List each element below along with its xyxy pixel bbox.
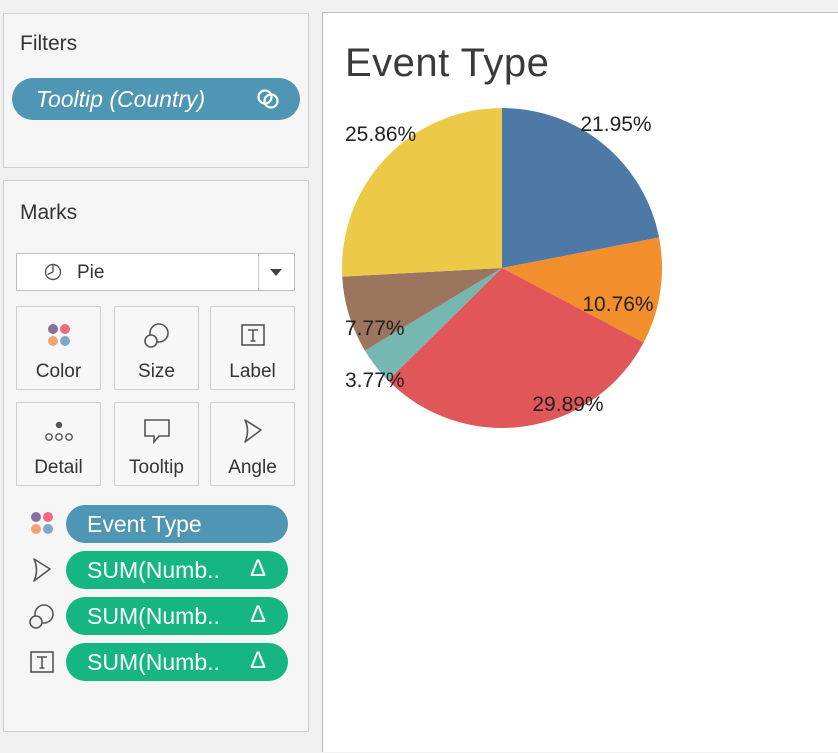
size-card[interactable]: Size [114,306,199,390]
slice-label: 29.89% [532,393,603,416]
view-title: Event Type [345,41,550,85]
sum-number-size-pill[interactable]: SUM(Numb.. Δ [66,597,288,635]
size-icon [29,604,54,629]
angle-icon [33,558,51,582]
mark-type-label: Pie [77,262,105,283]
tooltip-icon [143,419,170,445]
sum-number-label-pill[interactable]: SUM(Numb.. Δ [66,643,288,681]
event-type-pill[interactable]: Event Type [66,505,288,543]
angle-card-label: Angle [228,457,277,478]
pie-slice[interactable] [388,268,644,428]
delta-icon: Δ [249,647,266,674]
pie-slice[interactable] [364,268,502,381]
slice-label: 21.95% [580,113,651,136]
mark-type-dropdown[interactable]: Pie [16,253,295,291]
detail-card[interactable]: Detail [16,402,101,486]
pie-chart[interactable]: 21.95% 10.76% 29.89% 3.77% 7.77% 25.86% [323,13,823,753]
tooltip-country-pill[interactable]: Tooltip (Country) [12,78,300,120]
filters-panel: Filters Tooltip (Country) [3,13,309,168]
delta-icon: Δ [249,555,266,582]
tooltip-country-pill-label: Tooltip (Country) [36,85,206,112]
color-dots-icon [47,324,70,346]
event-type-pill-label: Event Type [87,510,202,537]
slice-label: 25.86% [345,123,416,146]
size-icon [143,323,169,348]
pie-slice[interactable] [342,108,502,277]
sum-number-angle-pill[interactable]: SUM(Numb.. Δ [66,551,288,589]
chevron-down-icon [270,269,282,276]
color-dots-icon [31,512,53,534]
slice-label: 3.77% [345,369,405,392]
tooltip-card-label: Tooltip [129,457,184,478]
label-icon [240,324,265,346]
dropdown-toggle[interactable] [258,254,294,290]
view-canvas: Event Type 21.95% 10.76% 29.89% 3.77% 7.77% 2… [322,12,838,752]
sum-number-size-label: SUM(Numb.. [87,602,220,629]
pie-slice[interactable] [502,108,660,268]
angle-icon [243,419,262,443]
slice-label: 7.77% [345,317,405,340]
delta-icon: Δ [249,601,266,628]
label-card-label: Label [229,361,276,382]
sum-number-angle-label: SUM(Numb.. [87,556,220,583]
link-icon [257,89,279,109]
filters-title: Filters [20,32,78,55]
color-card-label: Color [35,361,82,382]
pie-slice[interactable] [342,268,502,351]
angle-card[interactable]: Angle [210,402,295,486]
label-icon [30,651,54,673]
pie-icon [44,263,62,281]
sum-number-label-label: SUM(Numb.. [87,648,220,675]
slice-label: 10.76% [582,293,653,316]
tooltip-card[interactable]: Tooltip [114,402,199,486]
color-card[interactable]: Color [16,306,101,390]
size-card-label: Size [138,361,175,382]
label-card[interactable]: Label [210,306,295,390]
pie-slice[interactable] [502,237,662,343]
detail-card-label: Detail [34,457,83,478]
detail-icon [44,421,73,441]
marks-title: Marks [20,201,78,224]
